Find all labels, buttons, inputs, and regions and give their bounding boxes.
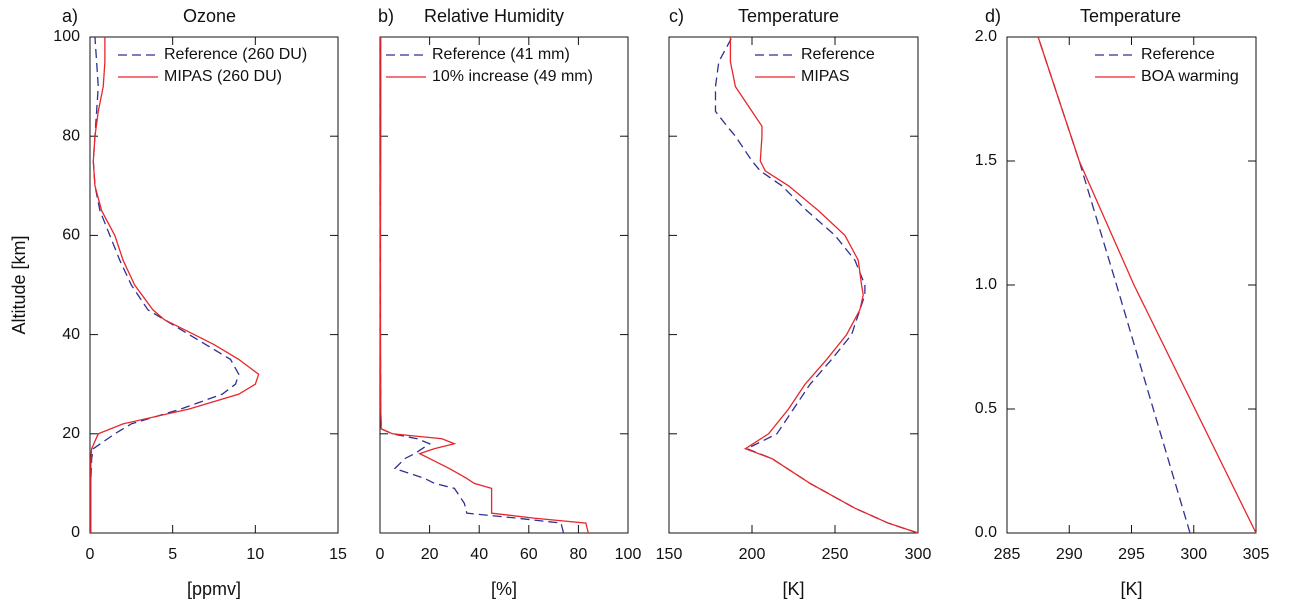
x-axis-label: [K] (1120, 579, 1142, 599)
x-tick-label: 60 (520, 546, 538, 563)
panel-label: d) (985, 6, 1001, 26)
x-tick-label: 250 (822, 546, 849, 563)
legend-label: Reference (41 mm) (432, 46, 570, 63)
y-axis-label: Altitude [km] (9, 235, 29, 334)
x-tick-label: 200 (739, 546, 766, 563)
y-tick-label: 80 (62, 127, 80, 144)
x-tick-label: 40 (470, 546, 488, 563)
panel-title: Ozone (183, 6, 236, 26)
profile-line (90, 37, 260, 533)
x-tick-label: 0 (376, 546, 385, 563)
x-tick-label: 305 (1243, 546, 1270, 563)
x-tick-label: 290 (1056, 546, 1083, 563)
plot-frame (1006, 36, 1257, 534)
y-tick-label: 2.0 (975, 28, 997, 45)
x-tick-label: 285 (994, 546, 1021, 563)
x-axis-label: [%] (491, 579, 517, 599)
panel-title: Temperature (738, 6, 839, 26)
y-tick-label: 0 (71, 524, 80, 541)
x-tick-label: 20 (421, 546, 439, 563)
y-tick-label: 0.5 (975, 400, 997, 417)
legend-label: MIPAS (260 DU) (164, 68, 282, 85)
profile-line (1037, 36, 1257, 534)
x-tick-label: 0 (86, 546, 95, 563)
legend-label: Reference (1141, 46, 1215, 63)
profile-line (90, 36, 240, 533)
plot-frame (668, 36, 919, 534)
x-tick-label: 80 (570, 546, 588, 563)
x-tick-label: 100 (615, 546, 642, 563)
panel-label: b) (378, 6, 394, 26)
x-tick-label: 10 (246, 546, 264, 563)
profile-line (379, 37, 565, 534)
profile-line (379, 37, 589, 534)
y-tick-label: 20 (62, 425, 80, 442)
y-tick-label: 60 (62, 227, 80, 244)
y-tick-label: 40 (62, 326, 80, 343)
plot-frame (89, 36, 339, 534)
panel-label: c) (669, 6, 684, 26)
y-tick-label: 1.5 (975, 152, 997, 169)
legend-label: Reference (801, 46, 875, 63)
x-tick-label: 295 (1118, 546, 1145, 563)
x-tick-label: 150 (656, 546, 683, 563)
y-tick-label: 1.0 (975, 276, 997, 293)
x-tick-label: 5 (168, 546, 177, 563)
profile-line (1037, 36, 1191, 534)
profile-line (729, 37, 919, 534)
legend-label: MIPAS (801, 68, 850, 85)
panel-label: a) (62, 6, 78, 26)
panel-title: Temperature (1080, 6, 1181, 26)
legend-label: 10% increase (49 mm) (432, 68, 593, 85)
legend-label: BOA warming (1141, 68, 1239, 85)
profile-line (714, 36, 919, 534)
x-tick-label: 15 (329, 546, 347, 563)
legend-label: Reference (260 DU) (164, 46, 307, 63)
y-tick-label: 100 (53, 28, 80, 45)
x-axis-label: [K] (782, 579, 804, 599)
y-tick-label: 0.0 (975, 524, 997, 541)
x-tick-label: 300 (905, 546, 932, 563)
plot-frame (379, 36, 629, 534)
x-tick-label: 300 (1180, 546, 1207, 563)
panel-title: Relative Humidity (424, 6, 564, 26)
x-axis-label: [ppmv] (187, 579, 241, 599)
